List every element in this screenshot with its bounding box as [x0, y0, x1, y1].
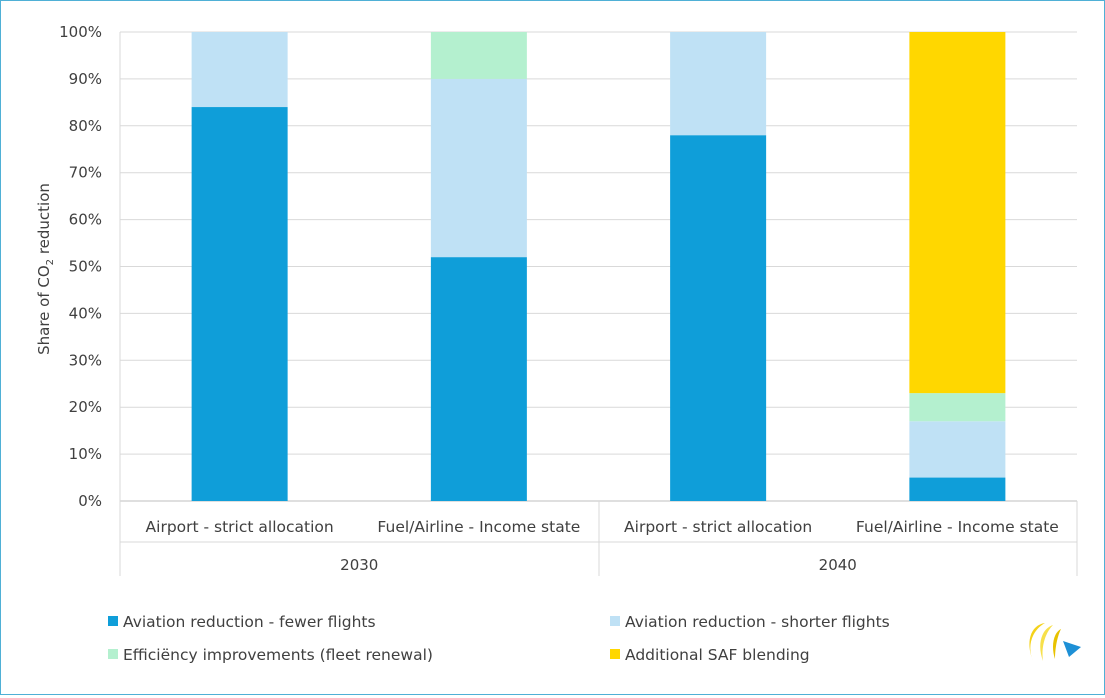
legend: Aviation reduction - fewer flights Aviati… — [108, 613, 890, 664]
y-tick-label: 20% — [69, 398, 102, 416]
y-tick-label: 0% — [78, 492, 102, 510]
legend-label: Aviation reduction - fewer flights — [123, 613, 376, 631]
legend-swatch — [108, 616, 118, 626]
y-tick-label: 40% — [69, 304, 102, 322]
legend-item: Aviation reduction - shorter flights — [610, 613, 890, 631]
bar-segment — [909, 421, 1006, 478]
y-tick-label: 10% — [69, 445, 102, 463]
y-axis-label: Share of CO2 reduction — [35, 183, 56, 355]
bars — [191, 32, 1006, 501]
legend-swatch — [610, 616, 620, 626]
legend-item: Additional SAF blending — [610, 646, 810, 664]
y-tick-label: 70% — [69, 164, 102, 182]
x-category-label: Fuel/Airline - Income state — [377, 518, 580, 536]
bar-segment — [191, 107, 288, 501]
legend-item: Aviation reduction - fewer flights — [108, 613, 376, 631]
bar-segment — [670, 32, 767, 136]
x-category-label: Fuel/Airline - Income state — [856, 518, 1059, 536]
legend-item: Efficiëncy improvements (fleet renewal) — [108, 646, 433, 664]
logo-icon — [1029, 623, 1081, 661]
bar-segment — [670, 135, 767, 501]
legend-swatch — [610, 649, 620, 659]
y-tick-label: 80% — [69, 117, 102, 135]
x-group-label: 2030 — [340, 556, 378, 574]
bar-segment — [909, 477, 1006, 501]
bar-segment — [909, 32, 1006, 394]
legend-label: Additional SAF blending — [625, 646, 810, 664]
bar-segment — [430, 78, 527, 258]
legend-label: Efficiëncy improvements (fleet renewal) — [123, 646, 433, 664]
x-group-labels: 2030 2040 — [340, 556, 857, 574]
x-category-label: Airport - strict allocation — [146, 518, 334, 536]
y-tick-label: 100% — [59, 23, 102, 41]
y-tick-label: 90% — [69, 70, 102, 88]
bar-segment — [191, 32, 288, 108]
x-category-label: Airport - strict allocation — [624, 518, 812, 536]
x-category-labels: Airport - strict allocation Fuel/Airline … — [146, 518, 1059, 536]
y-tick-label: 50% — [69, 258, 102, 276]
x-group-label: 2040 — [819, 556, 857, 574]
legend-swatch — [108, 649, 118, 659]
y-tick-label: 60% — [69, 211, 102, 229]
y-tick-label: 30% — [69, 351, 102, 369]
bar-segment — [430, 32, 527, 79]
y-tick-labels: 0% 10% 20% 30% 40% 50% 60% 70% 80% 90% 100% — [59, 23, 102, 510]
bar-segment — [430, 257, 527, 501]
bar-segment — [909, 393, 1006, 422]
legend-label: Aviation reduction - shorter flights — [625, 613, 890, 631]
axes — [119, 32, 1078, 576]
